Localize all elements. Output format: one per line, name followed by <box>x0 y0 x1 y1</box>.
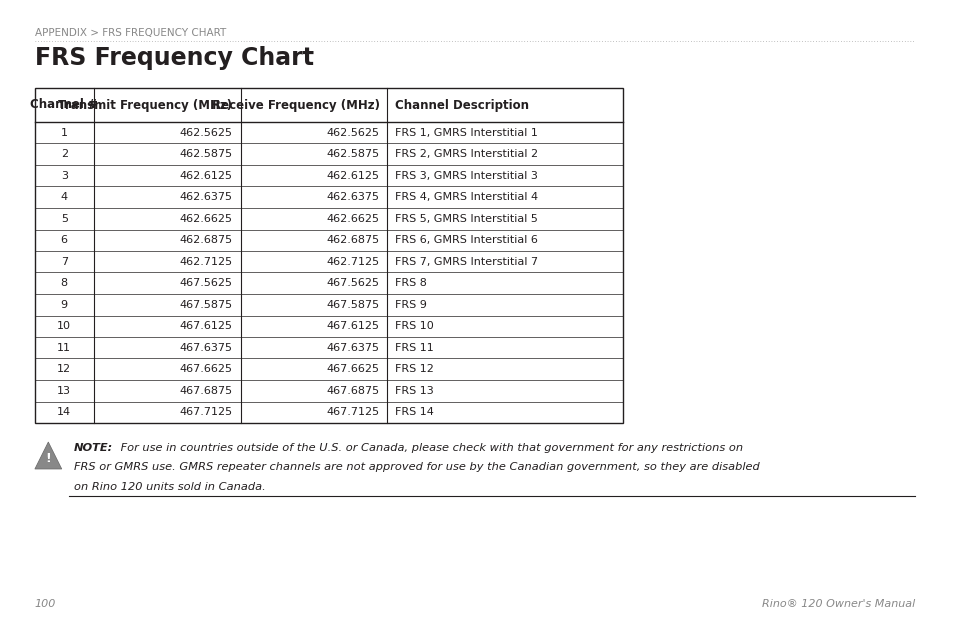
Bar <box>35 88 622 423</box>
Text: 462.6625: 462.6625 <box>179 214 233 224</box>
Text: FRS 4, GMRS Interstitial 4: FRS 4, GMRS Interstitial 4 <box>395 193 538 202</box>
Text: 5: 5 <box>61 214 68 224</box>
Text: 467.5625: 467.5625 <box>179 278 233 288</box>
Text: 1: 1 <box>61 128 68 138</box>
Text: 13: 13 <box>57 386 71 396</box>
Text: FRS 7, GMRS Interstitial 7: FRS 7, GMRS Interstitial 7 <box>395 256 538 267</box>
Text: Channel Description: Channel Description <box>395 99 529 112</box>
Text: FRS 6, GMRS Interstitial 6: FRS 6, GMRS Interstitial 6 <box>395 235 537 245</box>
Text: on Rino 120 units sold in Canada.: on Rino 120 units sold in Canada. <box>73 482 265 492</box>
Text: 462.5625: 462.5625 <box>326 128 379 138</box>
Text: Rino® 120 Owner's Manual: Rino® 120 Owner's Manual <box>761 599 915 609</box>
Text: 10: 10 <box>57 321 71 331</box>
Text: FRS 1, GMRS Interstitial 1: FRS 1, GMRS Interstitial 1 <box>395 128 537 138</box>
Text: FRS 2, GMRS Interstitial 2: FRS 2, GMRS Interstitial 2 <box>395 149 538 159</box>
Text: Transmit Frequency (MHz): Transmit Frequency (MHz) <box>58 99 233 112</box>
Text: 9: 9 <box>61 300 68 310</box>
Text: 462.6625: 462.6625 <box>326 214 379 224</box>
Text: 467.6625: 467.6625 <box>179 365 233 374</box>
Text: 462.6875: 462.6875 <box>179 235 233 245</box>
Text: 4: 4 <box>61 193 68 202</box>
Text: 467.6625: 467.6625 <box>326 365 379 374</box>
Text: FRS or GMRS use. GMRS repeater channels are not approved for use by the Canadian: FRS or GMRS use. GMRS repeater channels … <box>73 463 759 473</box>
Text: 462.5875: 462.5875 <box>179 149 233 159</box>
Text: 2: 2 <box>61 149 68 159</box>
Text: 467.6375: 467.6375 <box>179 343 233 353</box>
Text: FRS 12: FRS 12 <box>395 365 434 374</box>
Text: 462.7125: 462.7125 <box>179 256 233 267</box>
Text: 6: 6 <box>61 235 68 245</box>
Text: FRS 14: FRS 14 <box>395 407 434 417</box>
Text: For use in countries outside of the U.S. or Canada, please check with that gover: For use in countries outside of the U.S.… <box>116 443 741 453</box>
Text: Receive Frequency (MHz): Receive Frequency (MHz) <box>212 99 379 112</box>
Text: 11: 11 <box>57 343 71 353</box>
Text: 462.6875: 462.6875 <box>326 235 379 245</box>
Text: FRS 9: FRS 9 <box>395 300 427 310</box>
Text: FRS 3, GMRS Interstitial 3: FRS 3, GMRS Interstitial 3 <box>395 171 537 181</box>
Text: !: ! <box>46 452 51 465</box>
Text: 467.6125: 467.6125 <box>326 321 379 331</box>
Text: 462.5625: 462.5625 <box>179 128 233 138</box>
Text: 467.6375: 467.6375 <box>326 343 379 353</box>
Text: FRS 5, GMRS Interstitial 5: FRS 5, GMRS Interstitial 5 <box>395 214 537 224</box>
Text: 8: 8 <box>61 278 68 288</box>
Text: FRS 8: FRS 8 <box>395 278 427 288</box>
Text: 3: 3 <box>61 171 68 181</box>
Text: 467.5875: 467.5875 <box>179 300 233 310</box>
Text: 14: 14 <box>57 407 71 417</box>
Polygon shape <box>35 442 62 469</box>
Text: 462.6375: 462.6375 <box>326 193 379 202</box>
Text: 467.7125: 467.7125 <box>179 407 233 417</box>
Text: FRS 10: FRS 10 <box>395 321 434 331</box>
Text: 467.6875: 467.6875 <box>326 386 379 396</box>
Text: 462.6125: 462.6125 <box>179 171 233 181</box>
Text: FRS 13: FRS 13 <box>395 386 434 396</box>
Text: 462.6125: 462.6125 <box>326 171 379 181</box>
Text: 100: 100 <box>35 599 56 609</box>
Text: 7: 7 <box>61 256 68 267</box>
Text: 462.5875: 462.5875 <box>326 149 379 159</box>
Text: FRS 11: FRS 11 <box>395 343 434 353</box>
Text: 467.7125: 467.7125 <box>326 407 379 417</box>
Text: 462.6375: 462.6375 <box>179 193 233 202</box>
Text: 467.6875: 467.6875 <box>179 386 233 396</box>
Text: FRS Frequency Chart: FRS Frequency Chart <box>35 46 314 70</box>
Text: 467.6125: 467.6125 <box>179 321 233 331</box>
Text: 462.7125: 462.7125 <box>326 256 379 267</box>
Text: 12: 12 <box>57 365 71 374</box>
Text: 467.5625: 467.5625 <box>326 278 379 288</box>
Text: Channel #: Channel # <box>30 99 98 112</box>
Text: APPENDIX > FRS FREQUENCY CHART: APPENDIX > FRS FREQUENCY CHART <box>35 28 226 38</box>
Text: NOTE:: NOTE: <box>73 443 112 453</box>
Text: 467.5875: 467.5875 <box>326 300 379 310</box>
